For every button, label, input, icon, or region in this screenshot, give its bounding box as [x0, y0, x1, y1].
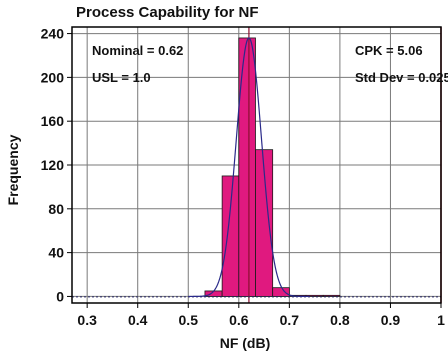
cpk-annotation: CPK = 5.06 [355, 43, 423, 58]
y-tick-label: 80 [48, 201, 64, 217]
std-dev-annotation: Std Dev = 0.025 [355, 70, 448, 85]
y-axis-label: Frequency [5, 134, 21, 205]
x-axis-label: NF (dB) [220, 335, 271, 351]
x-tick-label: 0.8 [330, 312, 350, 328]
normal-fit-curve [188, 37, 310, 298]
normal-fit-line [188, 37, 310, 298]
y-tick-label: 200 [41, 69, 65, 85]
chart-title: Process Capability for NF [76, 4, 259, 21]
x-tick-label: 0.9 [381, 312, 401, 328]
y-tick-label: 120 [41, 157, 65, 173]
x-tick-label: 0.5 [179, 312, 199, 328]
nominal-annotation: Nominal = 0.62 [92, 43, 183, 58]
y-axis-ticks: 0 40 80 120 160 200 240 [41, 26, 72, 304]
histogram-bar [272, 287, 290, 297]
histogram-bar [322, 294, 341, 297]
x-tick-label: 1 [437, 312, 445, 328]
x-tick-label: 0.6 [229, 312, 249, 328]
x-axis-ticks: 0.3 0.4 0.5 0.6 0.7 0.8 0.9 1 [77, 303, 445, 328]
y-tick-label: 160 [41, 113, 65, 129]
usl-annotation: USL = 1.0 [92, 70, 151, 85]
x-tick-label: 0.7 [280, 312, 300, 328]
x-tick-label: 0.3 [77, 312, 97, 328]
y-tick-label: 0 [56, 288, 64, 304]
y-tick-label: 240 [41, 26, 65, 42]
histogram-bar [221, 175, 240, 297]
histogram-bars [204, 37, 341, 297]
x-tick-label: 0.4 [128, 312, 148, 328]
y-tick-label: 40 [48, 245, 64, 261]
